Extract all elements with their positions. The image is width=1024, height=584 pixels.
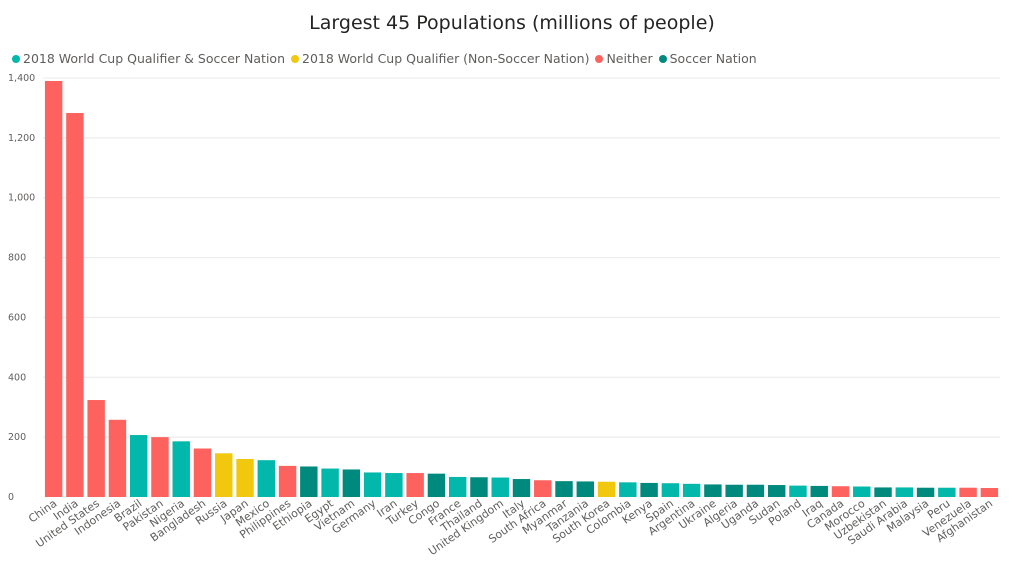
y-tick-label: 1,200 xyxy=(8,133,35,144)
bar[interactable] xyxy=(108,419,127,497)
bar[interactable] xyxy=(980,488,999,497)
bar[interactable] xyxy=(491,477,509,497)
bar[interactable] xyxy=(661,483,680,497)
bar[interactable] xyxy=(342,469,361,497)
legend-label: Neither xyxy=(606,51,653,66)
bar[interactable] xyxy=(363,472,382,497)
bar[interactable] xyxy=(576,481,595,497)
legend-label: 2018 World Cup Qualifier & Soccer Nation xyxy=(23,51,285,66)
y-tick-label: 1,400 xyxy=(8,73,35,84)
bar[interactable] xyxy=(257,460,276,497)
legend-item[interactable]: 2018 World Cup Qualifier & Soccer Nation xyxy=(12,51,285,66)
bar[interactable] xyxy=(640,482,658,497)
bar[interactable] xyxy=(236,458,254,497)
y-tick-label: 1,000 xyxy=(8,193,35,204)
y-tick-label: 200 xyxy=(8,432,26,443)
legend-item[interactable]: 2018 World Cup Qualifier (Non-Soccer Nat… xyxy=(291,51,589,66)
bar[interactable] xyxy=(87,400,105,497)
bar[interactable] xyxy=(129,435,148,497)
bar[interactable] xyxy=(427,473,446,497)
bar[interactable] xyxy=(172,441,190,497)
legend-item[interactable]: Neither xyxy=(595,51,653,66)
chart-title: Largest 45 Populations (millions of peop… xyxy=(309,12,715,34)
legend-dot-icon xyxy=(595,54,604,63)
bar[interactable] xyxy=(597,481,616,497)
bar[interactable] xyxy=(278,465,297,497)
bar[interactable] xyxy=(448,476,467,497)
bar[interactable] xyxy=(512,479,531,497)
bar[interactable] xyxy=(767,485,786,497)
bar[interactable] xyxy=(831,486,850,497)
y-tick-label: 600 xyxy=(8,312,26,323)
bar[interactable] xyxy=(682,483,701,497)
bar[interactable] xyxy=(406,473,424,497)
y-tick-label: 400 xyxy=(8,372,26,383)
bar[interactable] xyxy=(215,453,233,497)
bar[interactable] xyxy=(704,484,722,497)
bar[interactable] xyxy=(470,477,488,497)
bar[interactable] xyxy=(895,487,914,497)
bar[interactable] xyxy=(725,484,743,497)
legend-item[interactable]: Soccer Nation xyxy=(658,51,757,66)
bar[interactable] xyxy=(300,466,318,497)
bar[interactable] xyxy=(874,487,892,497)
bar[interactable] xyxy=(66,113,84,498)
legend-label: 2018 World Cup Qualifier (Non-Soccer Nat… xyxy=(302,51,590,66)
bar[interactable] xyxy=(321,468,339,497)
bar[interactable] xyxy=(789,485,807,497)
bar[interactable] xyxy=(916,487,935,497)
bar[interactable] xyxy=(151,437,169,497)
bar[interactable] xyxy=(853,486,871,497)
bar[interactable] xyxy=(938,487,956,497)
bar[interactable] xyxy=(619,482,637,497)
bar[interactable] xyxy=(193,448,212,497)
y-tick-label: 0 xyxy=(8,492,14,503)
bar[interactable] xyxy=(385,473,403,497)
bar[interactable] xyxy=(810,485,828,497)
y-tick-label: 800 xyxy=(8,253,26,264)
bar[interactable] xyxy=(555,481,573,497)
legend-label: Soccer Nation xyxy=(669,51,757,66)
bar[interactable] xyxy=(534,480,552,497)
bar[interactable] xyxy=(44,80,63,497)
bar[interactable] xyxy=(959,487,977,497)
bar[interactable] xyxy=(746,484,765,497)
legend-dot-icon xyxy=(658,54,667,63)
legend-dot-icon xyxy=(291,54,299,63)
legend: 2018 World Cup Qualifier & Soccer Nation… xyxy=(12,51,763,66)
legend-dot-icon xyxy=(12,54,20,63)
